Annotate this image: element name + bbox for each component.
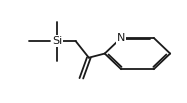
Text: N: N [117,33,125,43]
Text: Si: Si [52,36,62,46]
